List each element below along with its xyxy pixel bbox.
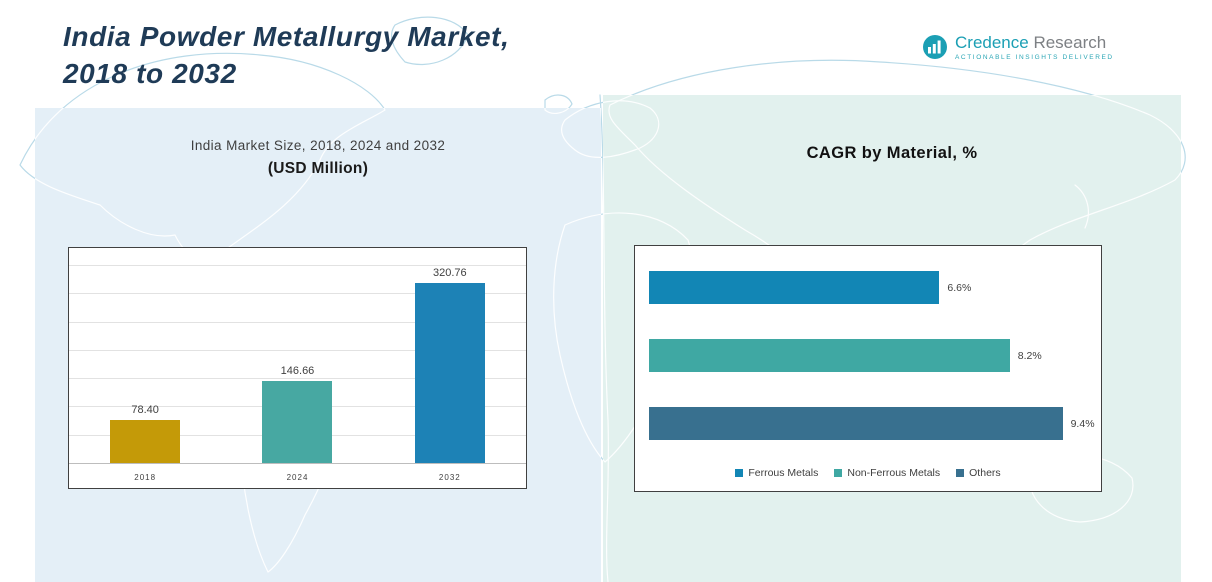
- market-chart-title: India Market Size, 2018, 2024 and 2032: [190, 138, 446, 153]
- legend-swatch: [834, 469, 843, 477]
- credence-logo-icon: [923, 35, 947, 59]
- cagr-horizontal-bar-chart: 6.6% 8.2% 9.4% Ferrous Metals Non-Ferrous Me…: [634, 245, 1102, 492]
- brand-text-block: Credence Research Actionable Insights De…: [955, 33, 1114, 61]
- bar-2032: [414, 282, 485, 464]
- bar-non-ferrous-metals: [649, 339, 1010, 372]
- cagr-chart-bars: 6.6% 8.2% 9.4%: [649, 271, 1097, 475]
- market-chart-title-block: India Market Size, 2018, 2024 and 2032 (…: [35, 138, 601, 178]
- brand-secondary: Research: [1033, 33, 1107, 52]
- bar-value-label: 78.40: [131, 403, 159, 416]
- bar-2018: [110, 419, 181, 464]
- market-chart-bars: 78.40 146.66 320.76: [69, 248, 526, 464]
- title-line-2: 2018 to 2032: [63, 58, 237, 89]
- bar-2024: [262, 381, 333, 464]
- legend-item-others: Others: [956, 467, 1001, 479]
- bar-ferrous-metals: [649, 271, 940, 304]
- bar-value-label: 9.4%: [1070, 417, 1095, 430]
- legend-item-non-ferrous-metals: Non-Ferrous Metals: [834, 467, 940, 479]
- bar-value-label: 6.6%: [947, 281, 972, 294]
- legend-item-ferrous-metals: Ferrous Metals: [735, 467, 818, 479]
- bar-others: [649, 407, 1063, 440]
- category-label-2032: 2032: [438, 473, 461, 482]
- category-axis-labels: 2018 2024 2032: [69, 473, 526, 482]
- bar-row-ferrous-metals: 6.6%: [649, 271, 1097, 304]
- bar-value-label: 8.2%: [1017, 349, 1042, 362]
- cagr-chart-title: CAGR by Material, %: [806, 144, 978, 162]
- legend-label: Others: [969, 467, 1001, 479]
- brand-tagline: Actionable Insights Delivered: [955, 54, 1114, 61]
- bar-row-non-ferrous-metals: 8.2%: [649, 339, 1097, 372]
- brand-name: Credence Research: [955, 33, 1114, 52]
- bar-column-2032: 320.76: [374, 267, 526, 464]
- title-line-1: India Powder Metallurgy Market,: [63, 21, 510, 52]
- x-axis-line: [69, 463, 526, 464]
- bar-row-others: 9.4%: [649, 407, 1097, 440]
- category-label-2024: 2024: [286, 473, 309, 482]
- page-title: India Powder Metallurgy Market, 2018 to 2…: [63, 18, 509, 92]
- brand-primary: Credence: [955, 33, 1029, 52]
- brand-logo: Credence Research Actionable Insights De…: [922, 33, 1114, 61]
- bar-value-label: 146.66: [280, 365, 315, 378]
- legend-swatch: [735, 469, 744, 477]
- market-size-bar-chart: 78.40 146.66 320.76 2018 2024 2032: [68, 247, 527, 489]
- category-label-2018: 2018: [134, 473, 157, 482]
- bar-column-2018: 78.40: [69, 404, 221, 464]
- chart-legend: Ferrous Metals Non-Ferrous Metals Others: [635, 467, 1101, 479]
- market-chart-subtitle: (USD Million): [267, 160, 369, 177]
- bar-value-label: 320.76: [432, 266, 467, 279]
- legend-label: Ferrous Metals: [748, 467, 819, 479]
- bar-column-2024: 146.66: [221, 365, 373, 464]
- legend-swatch: [956, 469, 965, 477]
- legend-label: Non-Ferrous Metals: [847, 467, 941, 479]
